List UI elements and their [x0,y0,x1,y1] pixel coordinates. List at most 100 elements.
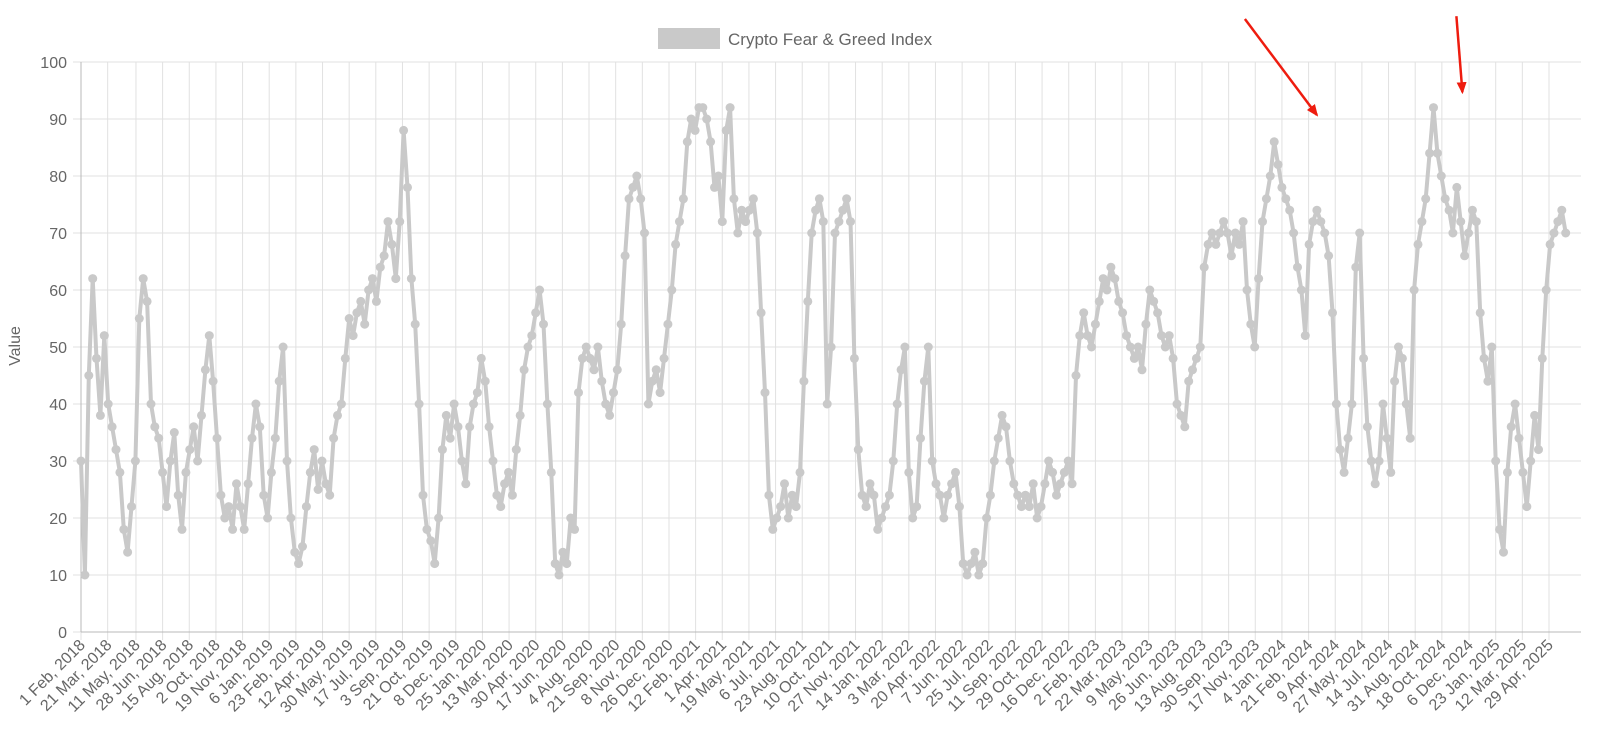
data-point[interactable] [1401,399,1411,409]
data-point[interactable] [1553,217,1563,227]
data-point[interactable] [1188,365,1197,375]
data-point[interactable] [748,194,758,204]
data-point[interactable] [200,365,210,375]
data-point[interactable] [1277,182,1287,192]
data-point[interactable] [892,399,902,409]
data-point[interactable] [111,445,121,455]
data-point[interactable] [1347,399,1357,409]
data-point[interactable] [1226,251,1236,261]
data-point[interactable] [1203,239,1213,249]
data-point[interactable] [1386,467,1396,477]
data-point[interactable] [336,399,346,409]
data-point[interactable] [1110,274,1120,284]
data-point[interactable] [1052,490,1061,500]
data-point[interactable] [741,217,751,227]
data-point[interactable] [1522,502,1532,512]
data-point[interactable] [329,433,339,443]
data-point[interactable] [1448,228,1458,238]
data-point[interactable] [1184,376,1194,386]
data-point[interactable] [846,217,855,227]
data-point[interactable] [1164,331,1174,341]
data-point[interactable] [138,274,148,284]
data-point[interactable] [1541,285,1551,295]
data-point[interactable] [321,479,331,489]
data-point[interactable] [1510,399,1520,409]
data-point[interactable] [923,342,933,352]
data-point[interactable] [181,467,191,477]
data-point[interactable] [830,228,840,238]
data-point[interactable] [1005,456,1015,466]
data-point[interactable] [224,502,234,512]
data-point[interactable] [535,285,545,295]
data-point[interactable] [982,513,992,523]
data-point[interactable] [119,524,129,534]
data-point[interactable] [391,274,401,284]
data-point[interactable] [570,524,580,534]
data-point[interactable] [783,513,793,523]
data-point[interactable] [865,479,875,489]
data-point[interactable] [103,399,113,409]
data-point[interactable] [1452,182,1462,192]
data-point[interactable] [1444,205,1454,215]
data-point[interactable] [601,399,611,409]
data-point[interactable] [710,182,719,192]
data-point[interactable] [1324,251,1334,261]
data-point[interactable] [1211,239,1221,249]
data-point[interactable] [1293,262,1302,272]
data-point[interactable] [235,502,245,512]
data-point[interactable] [165,456,175,466]
data-point[interactable] [193,456,203,466]
data-point[interactable] [430,559,440,569]
data-point[interactable] [1499,547,1508,557]
data-point[interactable] [935,490,945,500]
data-point[interactable] [352,308,362,318]
data-point[interactable] [539,319,548,329]
data-point[interactable] [931,479,941,489]
data-point[interactable] [92,353,101,363]
data-point[interactable] [383,217,393,227]
data-point[interactable] [531,308,541,318]
data-point[interactable] [142,296,152,306]
data-point[interactable] [340,353,350,363]
data-point[interactable] [1475,308,1485,318]
data-point[interactable] [1063,456,1073,466]
data-point[interactable] [768,524,778,534]
data-point[interactable] [204,331,214,341]
data-point[interactable] [834,217,844,227]
data-point[interactable] [239,524,249,534]
data-point[interactable] [853,445,863,455]
data-point[interactable] [772,513,782,523]
data-point[interactable] [597,376,607,386]
data-point[interactable] [904,467,914,477]
data-point[interactable] [791,502,801,512]
data-point[interactable] [469,399,478,409]
data-point[interactable] [1273,160,1283,170]
data-point[interactable] [500,479,510,489]
data-point[interactable] [678,194,688,204]
data-point[interactable] [869,490,879,500]
data-point[interactable] [849,353,859,363]
data-point[interactable] [1366,456,1376,466]
data-point[interactable] [84,371,94,380]
data-point[interactable] [414,399,424,409]
data-point[interactable] [1464,228,1473,238]
data-point[interactable] [1141,319,1151,329]
data-point[interactable] [270,433,280,443]
data-point[interactable] [399,125,409,135]
data-point[interactable] [1223,228,1232,238]
data-point[interactable] [208,376,218,386]
data-point[interactable] [1059,467,1069,477]
data-point[interactable] [636,194,646,204]
data-point[interactable] [344,314,354,323]
data-point[interactable] [675,217,684,227]
data-point[interactable] [1269,137,1279,147]
data-point[interactable] [1370,479,1380,489]
data-point[interactable] [1351,262,1361,272]
data-point[interactable] [733,228,743,238]
data-point[interactable] [1456,217,1466,227]
data-point[interactable] [375,262,385,272]
data-point[interactable] [1090,319,1100,329]
data-point[interactable] [263,513,273,523]
data-point[interactable] [884,490,894,500]
data-point[interactable] [1343,433,1353,443]
